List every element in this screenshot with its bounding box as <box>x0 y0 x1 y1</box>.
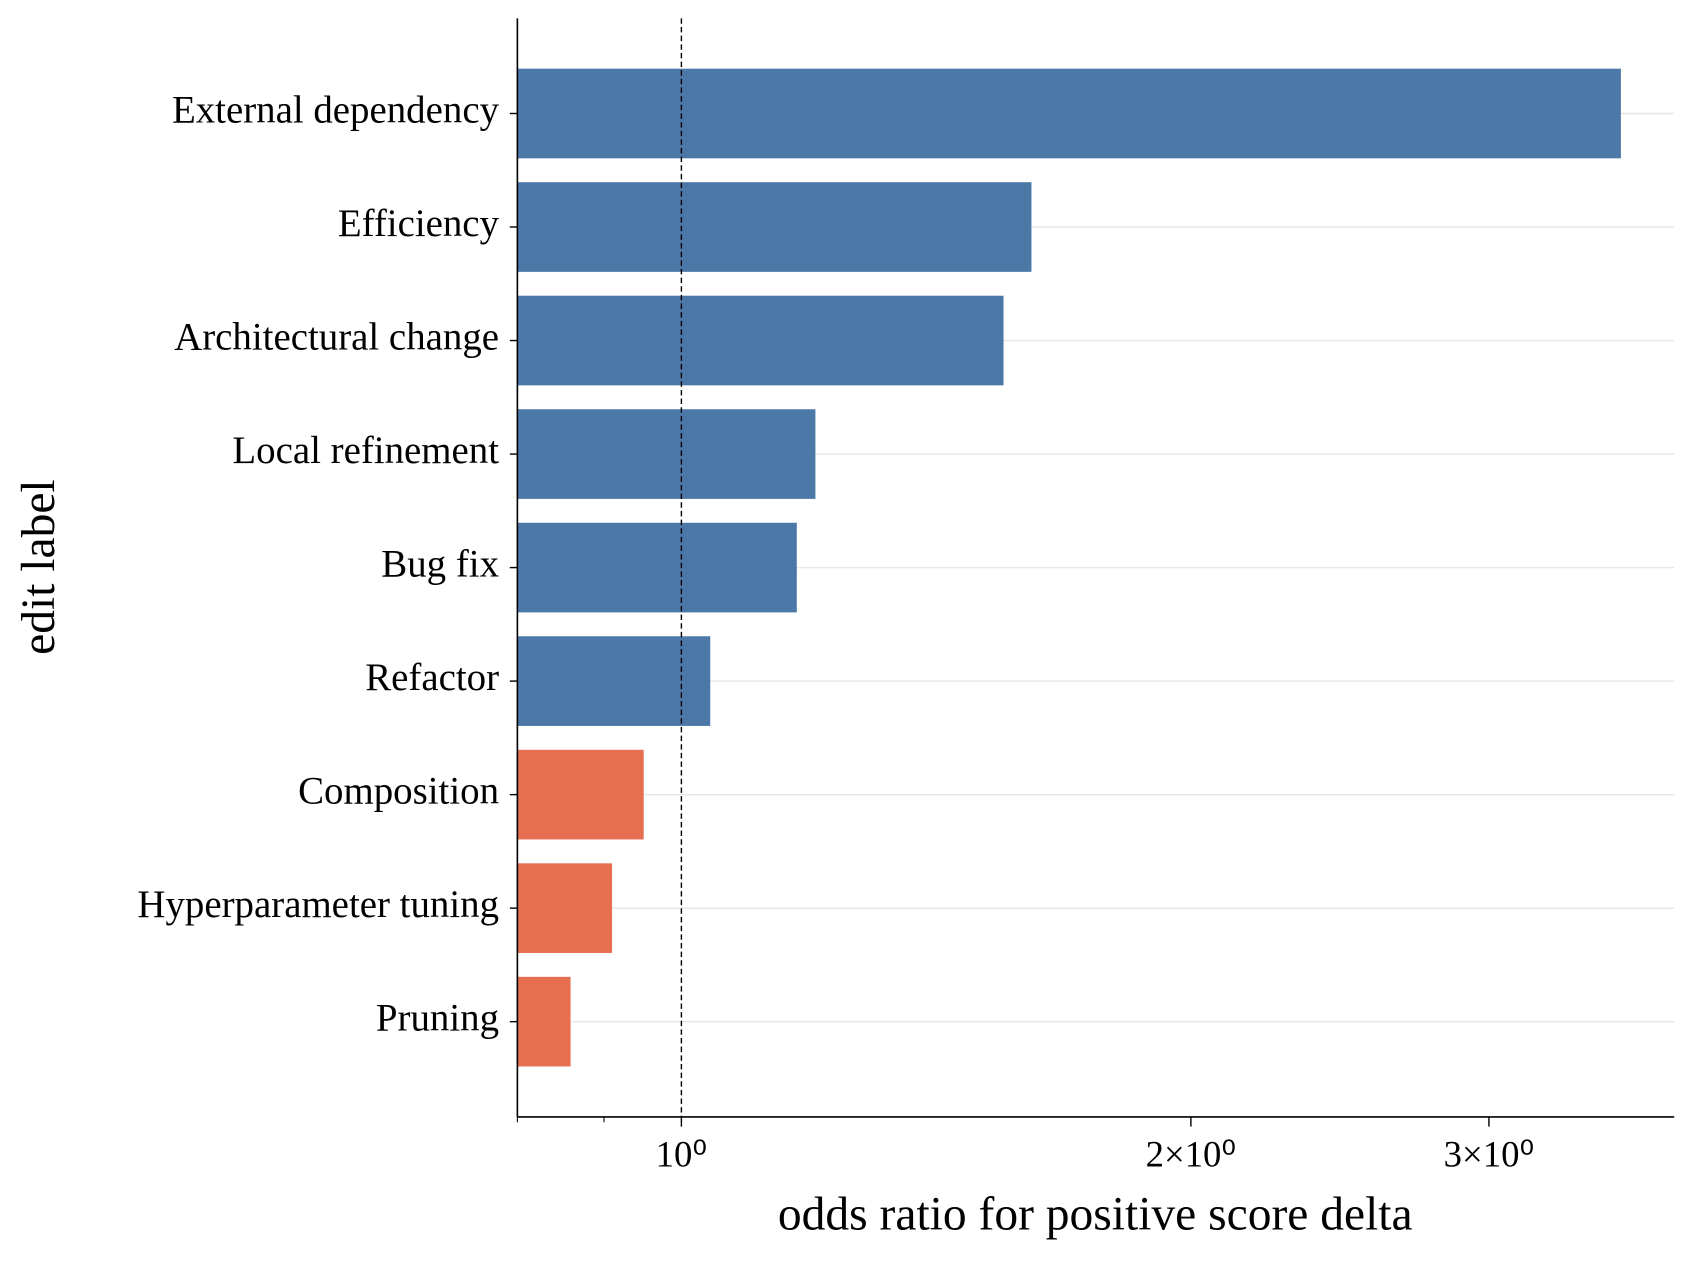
y-tick-label: Hyperparameter tuning <box>137 883 499 926</box>
x-tick-label: 3×10⁰ <box>1444 1133 1535 1174</box>
bar <box>517 863 613 953</box>
bar <box>517 522 797 613</box>
y-tick-label: Composition <box>298 770 499 813</box>
bar <box>517 68 1621 159</box>
bar <box>517 182 1032 272</box>
y-tick-label: Local refinement <box>232 429 499 472</box>
y-tick-label: External dependency <box>172 88 500 131</box>
x-tick-label: 2×10⁰ <box>1146 1133 1237 1174</box>
y-tick-label: Bug fix <box>381 543 499 586</box>
bar <box>517 295 1004 386</box>
bar <box>517 749 644 840</box>
x-tick-label: 10⁰ <box>656 1133 707 1174</box>
y-tick-label: Efficiency <box>338 202 500 245</box>
y-tick-label: Refactor <box>365 656 499 699</box>
bar <box>517 976 571 1067</box>
y-axis-label: edit label <box>13 479 65 654</box>
bar <box>517 409 816 499</box>
bar <box>517 636 711 726</box>
y-tick-label: Pruning <box>376 997 499 1040</box>
y-tick-label: Architectural change <box>174 315 499 358</box>
x-axis-label: odds ratio for positive score delta <box>778 1188 1413 1240</box>
